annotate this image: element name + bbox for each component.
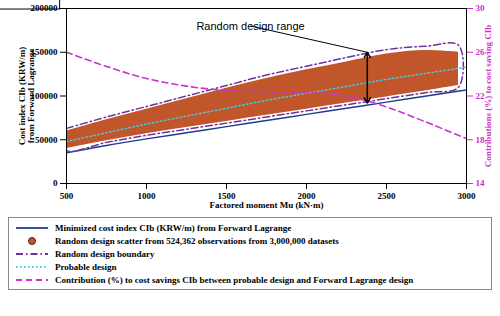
svg-text:Contributions (%) to cost savi: Contributions (%) to cost saving CIb [483, 25, 493, 167]
svg-text:1000: 1000 [138, 191, 157, 201]
svg-text:0: 0 [53, 178, 58, 188]
html-text:Minimized cost index CIb (KRW/: Minimized cost index CIb (KRW/m) from Fo… [55, 222, 292, 233]
svg-text:Random design range: Random design range [196, 20, 304, 32]
svg-text:Cost index CIb (KRW/m)from For: Cost index CIb (KRW/m)from Forward Lagra… [17, 47, 36, 145]
html-text:Random design boundary: Random design boundary [55, 248, 155, 259]
svg-text:100000: 100000 [30, 90, 58, 101]
svg-text:2500: 2500 [378, 191, 397, 201]
html-text:Contribution (%) to cost savin: Contribution (%) to cost savings CIb bet… [55, 274, 414, 285]
svg-text:500: 500 [60, 191, 74, 201]
svg-text:Factored moment Mu (kN·m): Factored moment Mu (kN·m) [209, 200, 323, 210]
svg-text:14: 14 [476, 178, 486, 188]
svg-text:200000: 200000 [31, 3, 59, 13]
svg-text:150000: 150000 [30, 47, 58, 58]
svg-text:3000: 3000 [458, 191, 477, 201]
svg-text:30: 30 [476, 3, 486, 13]
svg-text:26: 26 [475, 47, 485, 58]
html-text:Random design scatter from 524: Random design scatter from 524,362 obser… [55, 235, 339, 246]
svg-text:50000: 50000 [35, 135, 58, 145]
svg-text:2000: 2000 [297, 190, 316, 201]
svg-text:18: 18 [475, 134, 485, 145]
html-text:Probable design: Probable design [55, 261, 117, 272]
svg-text:1500: 1500 [217, 190, 236, 201]
svg-text:22: 22 [475, 90, 485, 101]
